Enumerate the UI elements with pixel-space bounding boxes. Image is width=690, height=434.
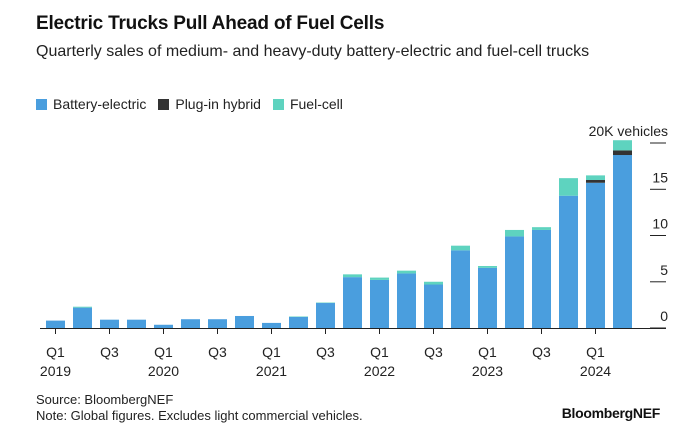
y-tick-label-1: 5 [660,262,668,278]
bar-fuel-cell-18 [532,227,551,230]
bar-battery-electric-16 [478,267,497,329]
bar-battery-electric-4 [154,324,173,328]
source-note: Source: BloombergNEF [36,392,174,407]
x-tick-label-4: Q1 [262,344,281,360]
x-tick-label-5: Q3 [316,344,335,360]
bar-battery-electric-9 [289,316,308,328]
bar-battery-electric-19 [559,195,578,328]
x-year-label-2: 2020 [148,363,179,379]
bar-battery-electric-13 [397,273,416,328]
bar-battery-electric-17 [505,236,524,329]
x-tick-label-8: Q1 [478,344,497,360]
x-tick-label-7: Q3 [424,344,443,360]
x-tick-label-10: Q1 [586,344,605,360]
legend-item-fuel-cell: Fuel-cell [272,96,343,112]
bar-battery-electric-0 [46,320,65,328]
legend-swatch-plug-in-hybrid [158,98,170,110]
bar-fuel-cell-14 [424,281,443,285]
bar-fuel-cell-1 [73,306,92,308]
legend-label-plug-in-hybrid: Plug-in hybrid [175,96,261,112]
x-year-label-8: 2023 [472,363,503,379]
bar-battery-electric-5 [181,319,200,328]
bar-battery-electric-12 [370,279,389,328]
bar-plug-in-hybrid-20 [586,180,605,183]
legend: Battery-electric Plug-in hybrid Fuel-cel… [36,96,355,112]
y-tick-label-4: 20K vehicles [589,123,668,139]
x-tick-label-0: Q1 [46,344,65,360]
y-tick-label-0: 0 [660,308,668,324]
bar-battery-electric-14 [424,284,443,328]
y-tick-label-2: 10 [652,216,668,232]
legend-item-battery-electric: Battery-electric [36,96,146,112]
x-year-label-6: 2022 [364,363,395,379]
bar-battery-electric-18 [532,229,551,328]
bar-battery-electric-8 [262,322,281,328]
bar-fuel-cell-20 [586,175,605,181]
bar-fuel-cell-19 [559,178,578,196]
bar-fuel-cell-13 [397,270,416,274]
bar-battery-electric-6 [208,319,227,328]
x-year-label-10: 2024 [580,363,611,379]
x-tick-label-9: Q3 [532,344,551,360]
bar-fuel-cell-12 [370,277,389,280]
bar-plug-in-hybrid-21 [613,150,632,156]
legend-label-fuel-cell: Fuel-cell [289,96,343,112]
legend-swatch-fuel-cell [272,98,284,110]
x-year-label-4: 2021 [256,363,287,379]
bar-fuel-cell-21 [613,140,632,151]
chart-title: Electric Trucks Pull Ahead of Fuel Cells [36,13,385,34]
x-tick-label-3: Q3 [208,344,227,360]
brand-logo: BloombergNEF [561,405,661,421]
bar-battery-electric-15 [451,250,470,328]
bar-battery-electric-11 [343,277,362,329]
bar-fuel-cell-11 [343,274,362,278]
bar-battery-electric-2 [100,319,119,328]
bar-fuel-cell-17 [505,229,524,237]
footnote: Note: Global figures. Excludes light com… [36,408,363,423]
bar-battery-electric-20 [586,182,605,328]
bar-battery-electric-1 [73,307,92,328]
bar-fuel-cell-15 [451,245,470,251]
chart-subtitle: Quarterly sales of medium- and heavy-dut… [36,43,590,60]
x-year-label-0: 2019 [40,363,71,379]
legend-item-plug-in-hybrid: Plug-in hybrid [158,96,261,112]
bar-battery-electric-3 [127,319,146,328]
x-tick-label-1: Q3 [100,344,119,360]
legend-label-battery-electric: Battery-electric [53,96,147,112]
x-tick-label-6: Q1 [370,344,389,360]
x-tick-label-2: Q1 [154,344,173,360]
legend-swatch-battery-electric [36,98,47,110]
bar-battery-electric-7 [235,315,254,329]
footer: Source: BloombergNEF Note: Global figure… [36,392,363,424]
bar-battery-electric-21 [613,155,632,328]
bar-battery-electric-10 [316,303,335,328]
chart-plot: 0 5 10 15 20K vehicles Q1 2019 Q3 Q1 2020 Q3 Q1 2021… [40,123,668,379]
y-tick-label-3: 15 [652,169,668,185]
bar-fuel-cell-16 [478,266,497,268]
